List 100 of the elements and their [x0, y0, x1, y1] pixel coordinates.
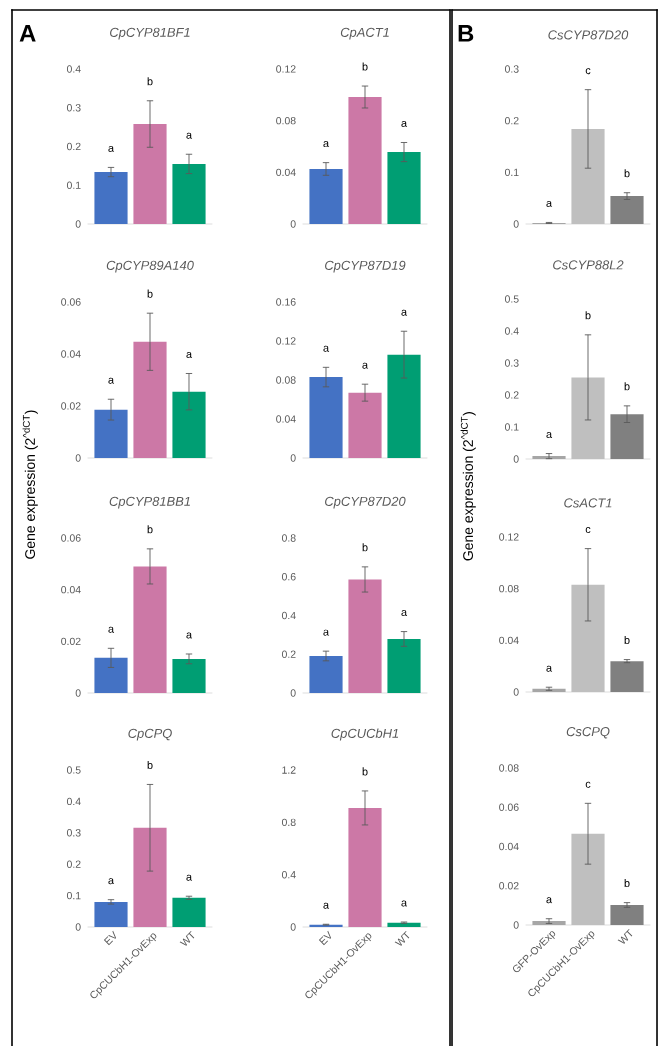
y-tick-label: 0.8 [281, 818, 296, 827]
annotation: a [323, 629, 330, 636]
annotation: a [401, 610, 408, 617]
y-tick-label: 0.3 [66, 829, 81, 837]
annotation: a [323, 902, 330, 909]
y-tick-label: 0.6 [281, 573, 296, 581]
y-tick-label: 0.08 [276, 376, 296, 384]
y-tick-label: 0.04 [276, 168, 296, 177]
annotation: a [323, 345, 330, 352]
y-tick-label: 0.04 [499, 842, 519, 851]
annotation: b [147, 77, 153, 86]
y-tick-label: 0 [75, 923, 81, 931]
y-tick-label: 0.04 [61, 350, 81, 358]
annotation: a [323, 141, 330, 148]
y-tick-label: 0.3 [66, 104, 81, 112]
y-tick-label: 0.2 [281, 650, 296, 658]
y-tick-label: 0 [513, 220, 519, 228]
y-tick-label: 0.06 [61, 298, 81, 306]
chart-title: CpACT1 [340, 27, 389, 40]
annotation: a [546, 432, 553, 439]
y-tick-label: 0.4 [66, 797, 81, 806]
y-tick-label: 0.2 [66, 860, 81, 868]
y-axis-title: Gene expression (2$^{^dCT}$) [22, 410, 38, 559]
text: b [147, 525, 153, 534]
y-tick-label: 1.2 [282, 766, 296, 774]
chart-title: CpCYP81BF1 [110, 27, 190, 40]
y-tick-label: 0.04 [61, 585, 81, 594]
text: b [147, 289, 153, 298]
annotation: a [546, 897, 553, 904]
annotation: b [624, 636, 630, 645]
y-tick-label: 0.06 [61, 534, 81, 542]
y-tick-label: 0.2 [66, 142, 81, 151]
y-tick-label: 0 [290, 923, 296, 931]
annotation: a [186, 874, 193, 881]
y-tick-label: 0.4 [66, 65, 81, 73]
x-tick-label: WT [179, 931, 195, 946]
annotation: b [362, 767, 368, 776]
y-tick-label: 0.2 [504, 391, 519, 399]
chart-title: CsCYP88L2 [553, 260, 624, 270]
annotation: a [186, 132, 193, 139]
y-axis-title: Gene expression (2$^{^dCT}$) [460, 412, 476, 561]
y-tick-label: 0.12 [276, 65, 296, 73]
y-tick-label: 0 [75, 689, 81, 697]
annotation: c [585, 68, 591, 75]
y-tick-label: 0.12 [276, 337, 296, 345]
annotation: a [401, 120, 408, 127]
chart-title: CpCYP81BB1 [109, 496, 190, 509]
y-tick-label: 0.1 [504, 168, 519, 177]
annotation: a [108, 878, 115, 885]
text: b [147, 760, 153, 769]
y-tick-label: 0 [513, 688, 519, 696]
annotation: a [401, 309, 408, 316]
annotation: b [362, 543, 368, 552]
y-tick-label: 0 [513, 455, 519, 463]
y-tick-label: 0.3 [504, 65, 519, 73]
annotation: c [585, 781, 591, 788]
text: c [585, 527, 591, 534]
chart-title: CsCYP87D20 [548, 30, 629, 40]
y-tick-label: 0.5 [504, 295, 519, 303]
annotation: b [585, 311, 591, 320]
annotation: a [108, 377, 115, 384]
annotation: a [186, 351, 193, 358]
y-tick-label: 0.1 [504, 423, 519, 431]
annotation: a [546, 200, 553, 207]
annotation: b [624, 879, 630, 888]
x-tick-label: WT [394, 931, 410, 946]
x-tick-label: WT [617, 929, 633, 944]
y-tick-label: 0.8 [281, 534, 296, 542]
y-tick-label: 0.4 [504, 327, 519, 335]
y-tick-label: 0.04 [276, 415, 296, 423]
annotation: a [108, 626, 115, 633]
annotation: a [401, 900, 408, 907]
y-tick-label: 0 [290, 220, 296, 228]
y-tick-label: 0 [75, 220, 81, 228]
y-tick-label: 0.02 [499, 882, 519, 890]
y-tick-label: 0.5 [66, 766, 81, 774]
annotation: b [362, 62, 368, 71]
y-tick-label: 0.02 [61, 637, 81, 646]
y-tick-label: 0.08 [499, 584, 519, 593]
y-tick-label: 0 [75, 454, 81, 462]
y-tick-label: 0.1 [66, 181, 81, 189]
y-tick-label: 0.04 [499, 636, 519, 645]
chart-title: CsCPQ [566, 727, 610, 739]
y-tick-label: 0.16 [276, 298, 296, 306]
annotation: b [624, 382, 630, 391]
annotation: a [362, 362, 369, 369]
y-tick-label: 0.02 [61, 402, 81, 410]
y-tick-label: 0.08 [499, 764, 519, 772]
y-tick-label: 0.4 [281, 870, 296, 879]
chart-title: CpCPQ [128, 728, 172, 741]
y-tick-label: 0 [513, 921, 519, 929]
chart-title: CpCYP87D20 [325, 496, 406, 509]
chart-title: CpCYP89A140 [106, 260, 194, 273]
annotation: a [186, 632, 193, 639]
chart-title: CpCYP87D19 [325, 260, 406, 273]
y-tick-label: 0.1 [66, 891, 81, 900]
text: A [19, 25, 36, 42]
y-tick-label: 0.2 [504, 116, 519, 125]
annotation: b [624, 169, 630, 178]
y-tick-label: 0 [290, 689, 296, 697]
